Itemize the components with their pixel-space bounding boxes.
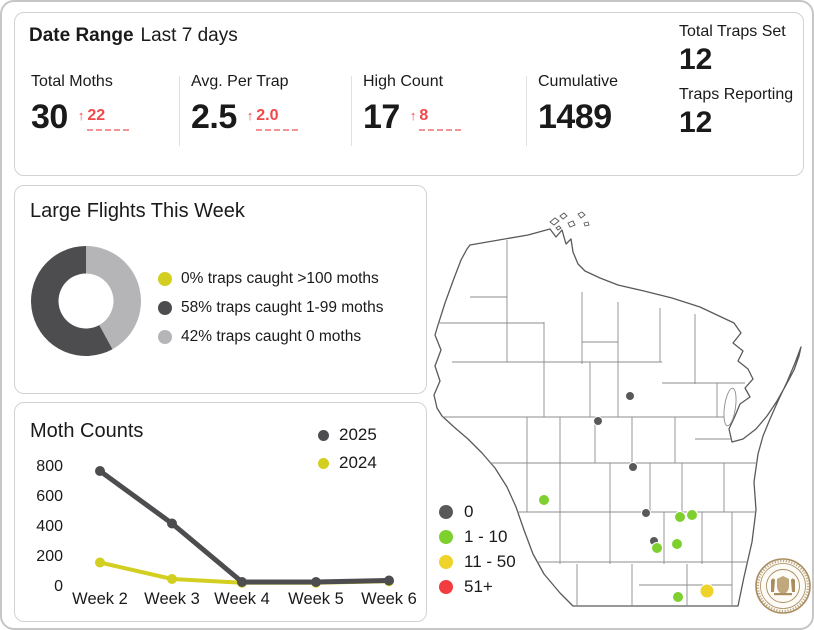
- stat-value: 30: [31, 98, 68, 136]
- trap-location-dot[interactable]: [672, 591, 684, 603]
- legend-swatch-yellow: [158, 271, 172, 286]
- legend-swatch-yellow: [439, 554, 453, 569]
- legend-item-zero[interactable]: 42% traps caught 0 moths: [158, 322, 383, 351]
- trap-location-dot[interactable]: [674, 511, 686, 523]
- map-legend-item-11-50: 11 - 50: [439, 549, 516, 574]
- svg-text:0: 0: [54, 578, 63, 595]
- moth-counts-panel: 0 200 400 600 800 Week 2 Week 3 Week 4 Week 5 Wee…: [14, 402, 427, 622]
- svg-text:400: 400: [36, 518, 63, 535]
- date-range-label: Date Range: [29, 25, 134, 46]
- stat-value: 2.5: [191, 98, 237, 136]
- trap-location-dot[interactable]: [699, 583, 715, 599]
- trap-label: Traps Reporting: [679, 86, 794, 103]
- moth-counts-title: Moth Counts: [30, 420, 144, 442]
- legend-label: 51+: [464, 576, 493, 596]
- legend-label: 11 - 50: [464, 551, 516, 571]
- stat-value: 1489: [538, 98, 612, 136]
- svg-text:Week 3: Week 3: [144, 590, 200, 608]
- datcp-agency-seal-logo: [755, 558, 811, 614]
- legend-swatch-2025: [318, 429, 329, 441]
- stat-label: High Count: [363, 73, 444, 90]
- stat-high-count: High Count 17 ↑ 8: [363, 73, 462, 136]
- legend-label: 0% traps caught >100 moths: [181, 269, 379, 287]
- legend-label: 2024: [339, 453, 377, 472]
- legend-label: 42% traps caught 0 moths: [181, 327, 362, 345]
- large-flights-title: Large Flights This Week: [30, 200, 245, 222]
- trap-location-dot[interactable]: [686, 509, 698, 521]
- svg-text:Week 6: Week 6: [361, 590, 417, 608]
- moth-counts-line-chart: 0 200 400 600 800 Week 2 Week 3 Week 4 Week 5 Wee…: [36, 458, 417, 608]
- wisconsin-county-map[interactable]: [432, 192, 814, 630]
- stat-change-badge[interactable]: ↑ 2.0: [247, 108, 299, 131]
- stat-change-value: 22: [87, 108, 130, 131]
- legend-swatch-gray: [439, 504, 453, 519]
- svg-text:200: 200: [36, 548, 63, 565]
- map-legend-item-0: 0: [439, 499, 516, 524]
- svg-text:600: 600: [36, 488, 63, 505]
- stat-change-badge[interactable]: ↑ 22: [78, 108, 130, 131]
- legend-item-1-99[interactable]: 58% traps caught 1-99 moths: [158, 293, 383, 322]
- stat-change-value: 8: [419, 108, 462, 131]
- legend-label: 2025: [339, 425, 377, 444]
- stat-avg-per-trap: Avg. Per Trap 2.5 ↑ 2.0: [191, 73, 299, 136]
- map-legend-item-51plus: 51+: [439, 574, 516, 599]
- legend-item-2024[interactable]: 2024: [318, 449, 377, 477]
- arrow-up-icon: ↑: [77, 108, 85, 123]
- total-traps-set: Total Traps Set 12: [679, 23, 793, 75]
- map-legend-item-1-10: 1 - 10: [439, 524, 516, 549]
- svg-text:Week 2: Week 2: [72, 590, 128, 608]
- stat-change-badge[interactable]: ↑ 8: [410, 108, 462, 131]
- legend-swatch-green: [439, 529, 453, 544]
- stat-cumulative: Cumulative 1489: [538, 73, 618, 134]
- svg-text:Week 4: Week 4: [214, 590, 270, 608]
- legend-label: 0: [464, 501, 474, 521]
- traps-reporting: Traps Reporting 12: [679, 86, 793, 138]
- legend-swatch-2024: [318, 457, 329, 469]
- moth-counts-legend: 2025 2024: [318, 421, 377, 477]
- large-flights-panel: Large Flights This Week 0% traps caught …: [14, 185, 427, 394]
- svg-text:Week 5: Week 5: [288, 590, 344, 608]
- date-range-stats-panel: Date Range Last 7 days Total Moths 30 ↑ 22…: [14, 12, 804, 176]
- divider: [179, 76, 180, 146]
- trap-location-dot[interactable]: [641, 508, 651, 518]
- large-flights-legend: 0% traps caught >100 moths 58% traps cau…: [158, 264, 383, 351]
- legend-item-2025[interactable]: 2025: [318, 421, 377, 449]
- date-range: Date Range Last 7 days: [29, 25, 238, 47]
- legend-label: 1 - 10: [464, 526, 508, 546]
- svg-text:800: 800: [36, 458, 63, 475]
- legend-label: 58% traps caught 1-99 moths: [181, 298, 384, 316]
- trap-location-dot[interactable]: [538, 494, 550, 506]
- divider: [526, 76, 527, 146]
- stat-label: Avg. Per Trap: [191, 73, 289, 90]
- date-range-value: Last 7 days: [140, 25, 238, 46]
- map-legend: 0 1 - 10 11 - 50 51+: [439, 499, 516, 599]
- stat-change-value: 2.0: [256, 108, 299, 131]
- trap-location-dot[interactable]: [593, 416, 603, 426]
- trap-value: 12: [679, 106, 713, 139]
- stat-label: Cumulative: [538, 73, 619, 90]
- arrow-up-icon: ↑: [409, 108, 417, 123]
- divider: [351, 76, 352, 146]
- legend-swatch-light: [158, 329, 172, 344]
- stat-total-moths: Total Moths 30 ↑ 22: [31, 73, 130, 136]
- trap-location-dot[interactable]: [671, 538, 683, 550]
- arrow-up-icon: ↑: [246, 108, 254, 123]
- legend-swatch-red: [439, 579, 453, 594]
- trap-value: 12: [679, 43, 713, 76]
- trap-location-dot[interactable]: [628, 462, 638, 472]
- large-flights-donut-chart: [30, 246, 141, 356]
- traps-summary: Total Traps Set 12 Traps Reporting 12: [679, 23, 793, 149]
- stat-label: Total Moths: [31, 73, 113, 90]
- trap-location-dot[interactable]: [651, 542, 663, 554]
- trap-location-dot[interactable]: [625, 391, 635, 401]
- legend-swatch-dark: [158, 300, 172, 315]
- stat-value: 17: [363, 98, 400, 136]
- trap-label: Total Traps Set: [679, 23, 786, 40]
- legend-item-gt100[interactable]: 0% traps caught >100 moths: [158, 264, 383, 293]
